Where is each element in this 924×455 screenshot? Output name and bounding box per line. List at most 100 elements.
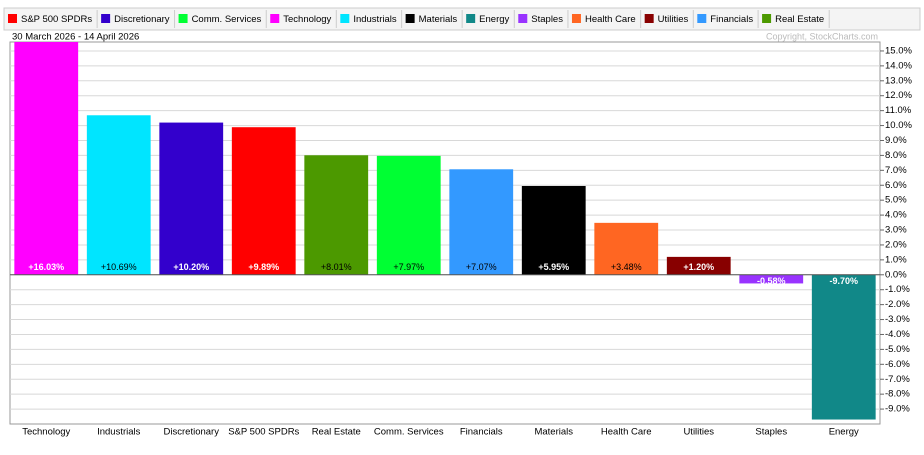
- legend-label: Comm. Services: [192, 14, 262, 25]
- legend-item[interactable]: Materials: [405, 10, 463, 28]
- data-label: +10.69%: [101, 262, 137, 272]
- legend-item[interactable]: Industrials: [340, 10, 403, 28]
- y-tick-label: 14.0%: [885, 60, 912, 71]
- y-tick-label: -2.0%: [885, 299, 910, 310]
- y-tick-label: -6.0%: [885, 359, 910, 370]
- x-tick-label: S&P 500 SPDRs: [228, 427, 299, 438]
- y-tick-label: 9.0%: [885, 135, 907, 146]
- legend-swatch: [405, 14, 415, 23]
- legend-label: Health Care: [585, 14, 636, 25]
- data-label: +9.89%: [248, 262, 279, 272]
- legend-swatch: [762, 14, 772, 23]
- y-tick-label: 7.0%: [885, 165, 907, 176]
- x-tick-label: Real Estate: [312, 427, 361, 438]
- data-label: +3.48%: [611, 262, 642, 272]
- legend-item[interactable]: Energy: [466, 10, 515, 28]
- legend-label: Energy: [479, 14, 509, 25]
- plot-frame: [9, 41, 881, 425]
- legend-swatch: [571, 14, 581, 23]
- legend-label: Utilities: [658, 14, 689, 25]
- y-tick-label: -5.0%: [885, 344, 910, 355]
- bar: [376, 155, 441, 275]
- legend-item[interactable]: Financials: [697, 10, 759, 28]
- bar: [86, 115, 151, 275]
- y-tick-label: 8.0%: [885, 150, 907, 161]
- legend-label: Staples: [531, 14, 563, 25]
- x-tick-label: Staples: [755, 427, 787, 438]
- legend-swatch: [466, 14, 476, 23]
- data-label: +7.97%: [393, 262, 424, 272]
- y-tick-label: 13.0%: [885, 75, 912, 86]
- legend-item[interactable]: Health Care: [571, 10, 642, 28]
- bar: [304, 155, 369, 275]
- y-tick-label: 11.0%: [885, 105, 912, 116]
- x-tick-label: Financials: [460, 427, 503, 438]
- x-tick-label: Discretionary: [164, 427, 220, 438]
- legend-swatch: [270, 14, 280, 23]
- x-tick-label: Comm. Services: [374, 427, 444, 438]
- bar: [811, 274, 876, 420]
- y-tick-label: 3.0%: [885, 225, 907, 236]
- y-tick-label: -8.0%: [885, 389, 910, 400]
- legend-swatch: [8, 14, 17, 23]
- y-tick-label: 6.0%: [885, 180, 907, 191]
- y-tick-label: -9.0%: [885, 404, 910, 415]
- legend-item[interactable]: Discretionary: [101, 10, 176, 28]
- legend-item[interactable]: Comm. Services: [178, 10, 267, 28]
- legend-swatch: [340, 14, 350, 23]
- legend-swatch: [101, 14, 111, 23]
- legend-swatch: [518, 14, 528, 23]
- y-tick-label: -4.0%: [885, 329, 910, 340]
- data-label: +1.20%: [683, 262, 714, 272]
- bar: [449, 169, 514, 275]
- data-label: +10.20%: [173, 262, 209, 272]
- copyright: Copyright, StockCharts.com: [766, 31, 878, 41]
- bar: [666, 256, 731, 275]
- x-tick-label: Health Care: [601, 427, 652, 438]
- legend-swatch: [697, 14, 707, 23]
- y-tick-label: -3.0%: [885, 314, 910, 325]
- data-label: +5.95%: [538, 262, 569, 272]
- y-tick-label: 1.0%: [885, 254, 907, 265]
- y-tick-label: 5.0%: [885, 195, 907, 206]
- y-tick-label: 0.0%: [885, 269, 907, 280]
- data-label: -9.70%: [829, 276, 858, 286]
- y-tick-label: 12.0%: [885, 90, 912, 101]
- data-label: +16.03%: [28, 262, 64, 272]
- y-tick-label: 4.0%: [885, 210, 907, 221]
- legend-label: Technology: [283, 14, 331, 25]
- legend-item[interactable]: Utilities: [644, 10, 694, 28]
- y-tick-label: 10.0%: [885, 120, 912, 131]
- bar: [739, 274, 804, 284]
- bar: [521, 185, 586, 275]
- legend-swatch: [178, 14, 188, 23]
- x-tick-label: Materials: [534, 427, 573, 438]
- y-tick-label: -1.0%: [885, 284, 910, 295]
- legend-label: Financials: [710, 14, 753, 25]
- y-tick-label: -7.0%: [885, 374, 910, 385]
- x-tick-label: Industrials: [97, 427, 141, 438]
- y-tick-label: 2.0%: [885, 239, 907, 250]
- legend-item[interactable]: Real Estate: [762, 10, 830, 28]
- legend-label: Real Estate: [775, 14, 824, 25]
- legend-label: Materials: [419, 14, 458, 25]
- bar: [159, 122, 224, 275]
- legend-swatch: [644, 14, 654, 23]
- legend-label: S&P 500 SPDRs: [21, 14, 92, 25]
- bar: [594, 222, 659, 275]
- x-tick-label: Technology: [22, 427, 70, 438]
- data-label: +7.07%: [466, 262, 497, 272]
- x-tick-label: Energy: [829, 427, 859, 438]
- data-label: +8.01%: [321, 262, 352, 272]
- y-tick-label: 15.0%: [885, 45, 912, 56]
- legend-item[interactable]: Technology: [270, 10, 337, 28]
- data-label: -0.58%: [757, 276, 786, 286]
- legend-item[interactable]: S&P 500 SPDRs: [8, 10, 98, 28]
- x-tick-label: Utilities: [683, 427, 714, 438]
- legend-item[interactable]: Staples: [518, 10, 569, 28]
- legend-label: Industrials: [353, 14, 397, 25]
- bar: [231, 127, 296, 275]
- bar: [14, 42, 79, 275]
- legend-label: Discretionary: [114, 14, 170, 25]
